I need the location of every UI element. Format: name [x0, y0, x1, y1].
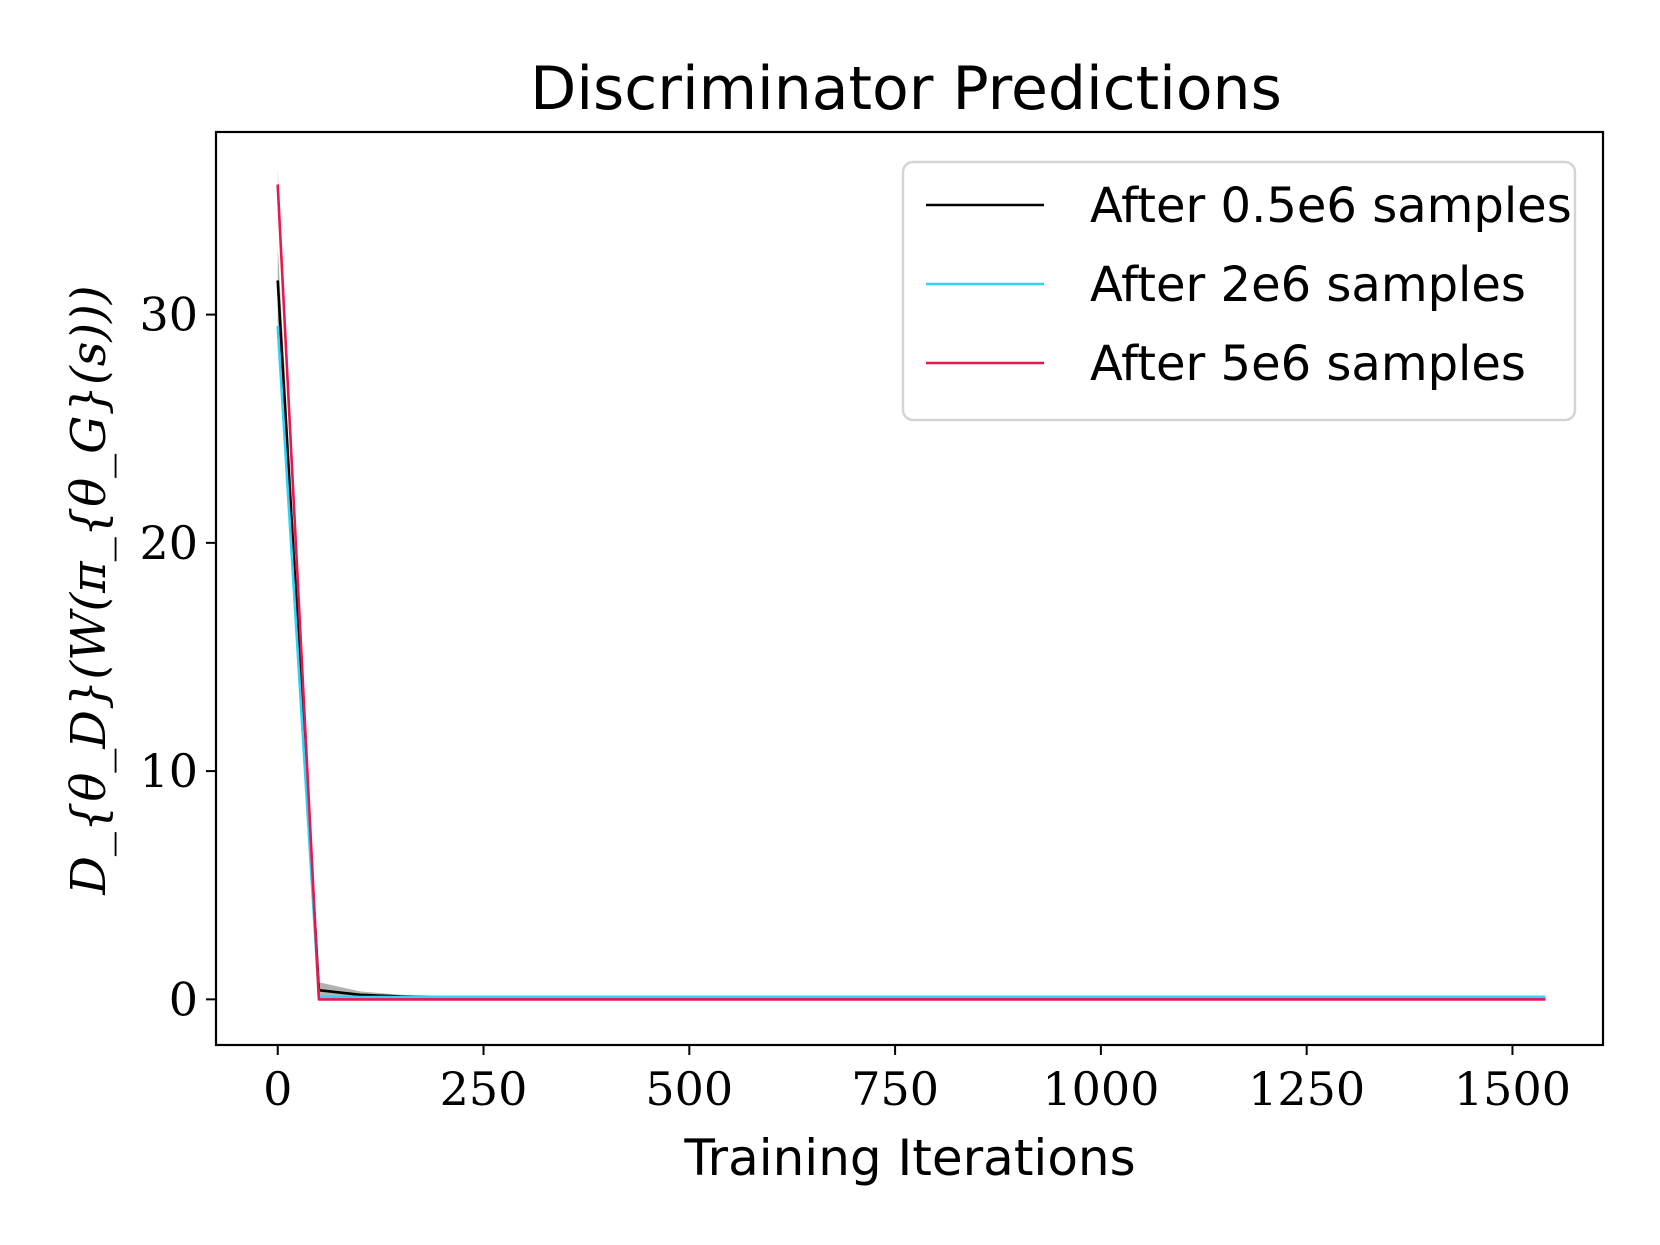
series-lines	[276, 184, 1546, 1001]
y-tick-label: 20	[139, 516, 198, 570]
y-axis-label: D_{θ_D}(W(π_{θ_G}(s)))	[61, 285, 117, 895]
series-line-2	[276, 184, 1546, 1001]
x-tick-label: 250	[440, 1062, 528, 1116]
x-axis-label: Training Iterations	[683, 1129, 1135, 1187]
x-tick-label: 1500	[1454, 1062, 1571, 1116]
x-tick-label: 0	[263, 1062, 292, 1116]
series-line-1	[276, 325, 1546, 999]
legend: After 0.5e6 samples After 2e6 samples Afte…	[901, 160, 1577, 422]
x-tick-label: 500	[645, 1062, 733, 1116]
x-axis-ticks: 0 250 500 750 1000 1250 1500	[263, 1045, 1571, 1116]
x-tick-label: 1000	[1042, 1062, 1159, 1116]
y-tick-label: 0	[169, 972, 198, 1026]
legend-label-0: After 0.5e6 samples	[1090, 178, 1572, 234]
x-tick-label: 1250	[1248, 1062, 1365, 1116]
y-tick-label: 10	[139, 744, 198, 798]
legend-box	[901, 160, 1577, 422]
x-tick-label: 750	[851, 1062, 939, 1116]
y-axis-ticks: 0 10 20 30	[139, 288, 216, 1026]
y-tick-label: 30	[139, 288, 198, 342]
chart-title: Discriminator Predictions	[530, 54, 1282, 124]
legend-label-1: After 2e6 samples	[1090, 257, 1526, 313]
plot-frame	[214, 130, 1605, 1047]
legend-label-2: After 5e6 samples	[1090, 336, 1526, 392]
